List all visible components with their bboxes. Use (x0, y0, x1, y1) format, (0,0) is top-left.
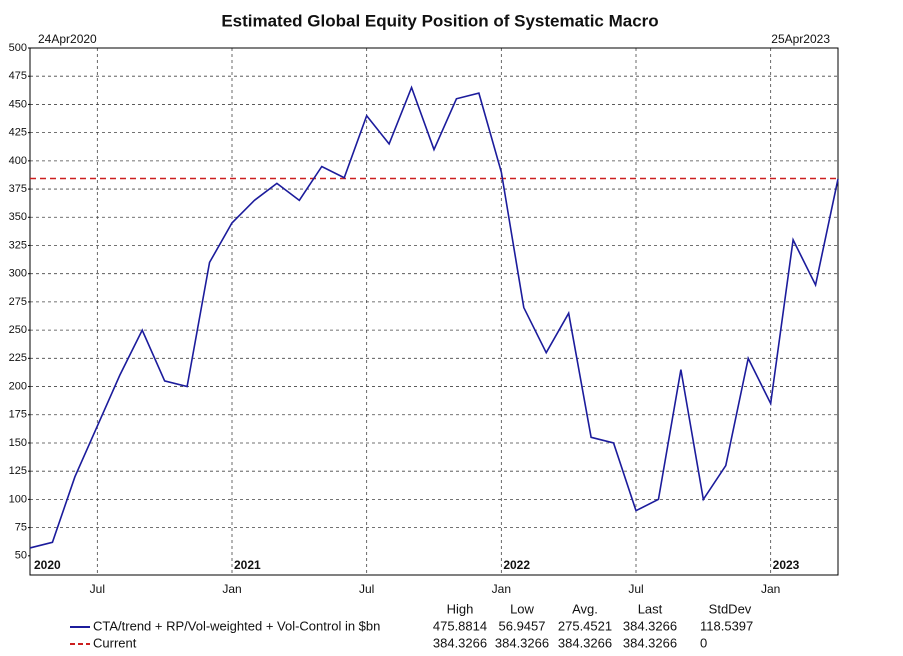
chart-title: Estimated Global Equity Position of Syst… (221, 11, 658, 30)
year-label: 2020 (34, 558, 61, 572)
stats-header: Low (510, 601, 534, 616)
x-tick-label: Jul (90, 582, 105, 596)
y-tick-label: 125 (9, 465, 27, 477)
stats-value: 275.4521 (558, 618, 612, 633)
series-line (29, 85, 839, 549)
plot-frame (29, 47, 839, 576)
stats-value: 384.3266 (433, 635, 487, 650)
year-label: 2022 (503, 558, 530, 572)
y-tick-label: 50 (15, 550, 27, 562)
y-tick-label: 75 (15, 522, 27, 534)
stats-header: Avg. (572, 601, 598, 616)
stats-header: StdDev (709, 601, 752, 616)
stats-value: 475.8814 (433, 618, 487, 633)
y-tick-label: 100 (9, 493, 27, 505)
stats-value: 118.5397 (700, 618, 753, 633)
x-tick-label: Jan (222, 582, 241, 596)
y-tick-label: 325 (9, 239, 27, 251)
year-label: 2021 (234, 558, 261, 572)
year-label: 2023 (773, 558, 800, 572)
y-tick-label: 275 (9, 296, 27, 308)
end-date: 25Apr2023 (771, 32, 830, 46)
stats-value: 0 (700, 635, 707, 650)
y-tick-label: 375 (9, 183, 27, 195)
stats-value: 56.9457 (499, 618, 546, 633)
stats-value: 384.3266 (495, 635, 549, 650)
y-tick-label: 425 (9, 127, 27, 139)
y-tick-label: 475 (9, 70, 27, 82)
x-tick-label: Jul (628, 582, 643, 596)
y-tick-label: 300 (9, 268, 27, 280)
stats-value: 384.3266 (558, 635, 612, 650)
stats-value: 384.3266 (623, 618, 677, 633)
stats-value: 384.3266 (623, 635, 677, 650)
legend-label: Current (93, 635, 137, 650)
y-tick-label: 250 (9, 324, 27, 336)
y-tick-label: 175 (9, 409, 27, 421)
x-tick-label: Jan (761, 582, 780, 596)
y-tick-label: 150 (9, 437, 27, 449)
x-tick-label: Jan (492, 582, 511, 596)
y-tick-label: 225 (9, 352, 27, 364)
x-tick-label: Jul (359, 582, 374, 596)
y-tick-label: 350 (9, 211, 27, 223)
start-date: 24Apr2020 (38, 32, 97, 46)
legend-label: CTA/trend + RP/Vol-weighted + Vol-Contro… (93, 618, 380, 633)
stats-header: Last (638, 601, 663, 616)
y-tick-label: 500 (9, 42, 27, 54)
stats-header: High (447, 601, 474, 616)
y-tick-label: 200 (9, 380, 27, 392)
y-tick-label: 450 (9, 98, 27, 110)
y-tick-label: 400 (9, 155, 27, 167)
